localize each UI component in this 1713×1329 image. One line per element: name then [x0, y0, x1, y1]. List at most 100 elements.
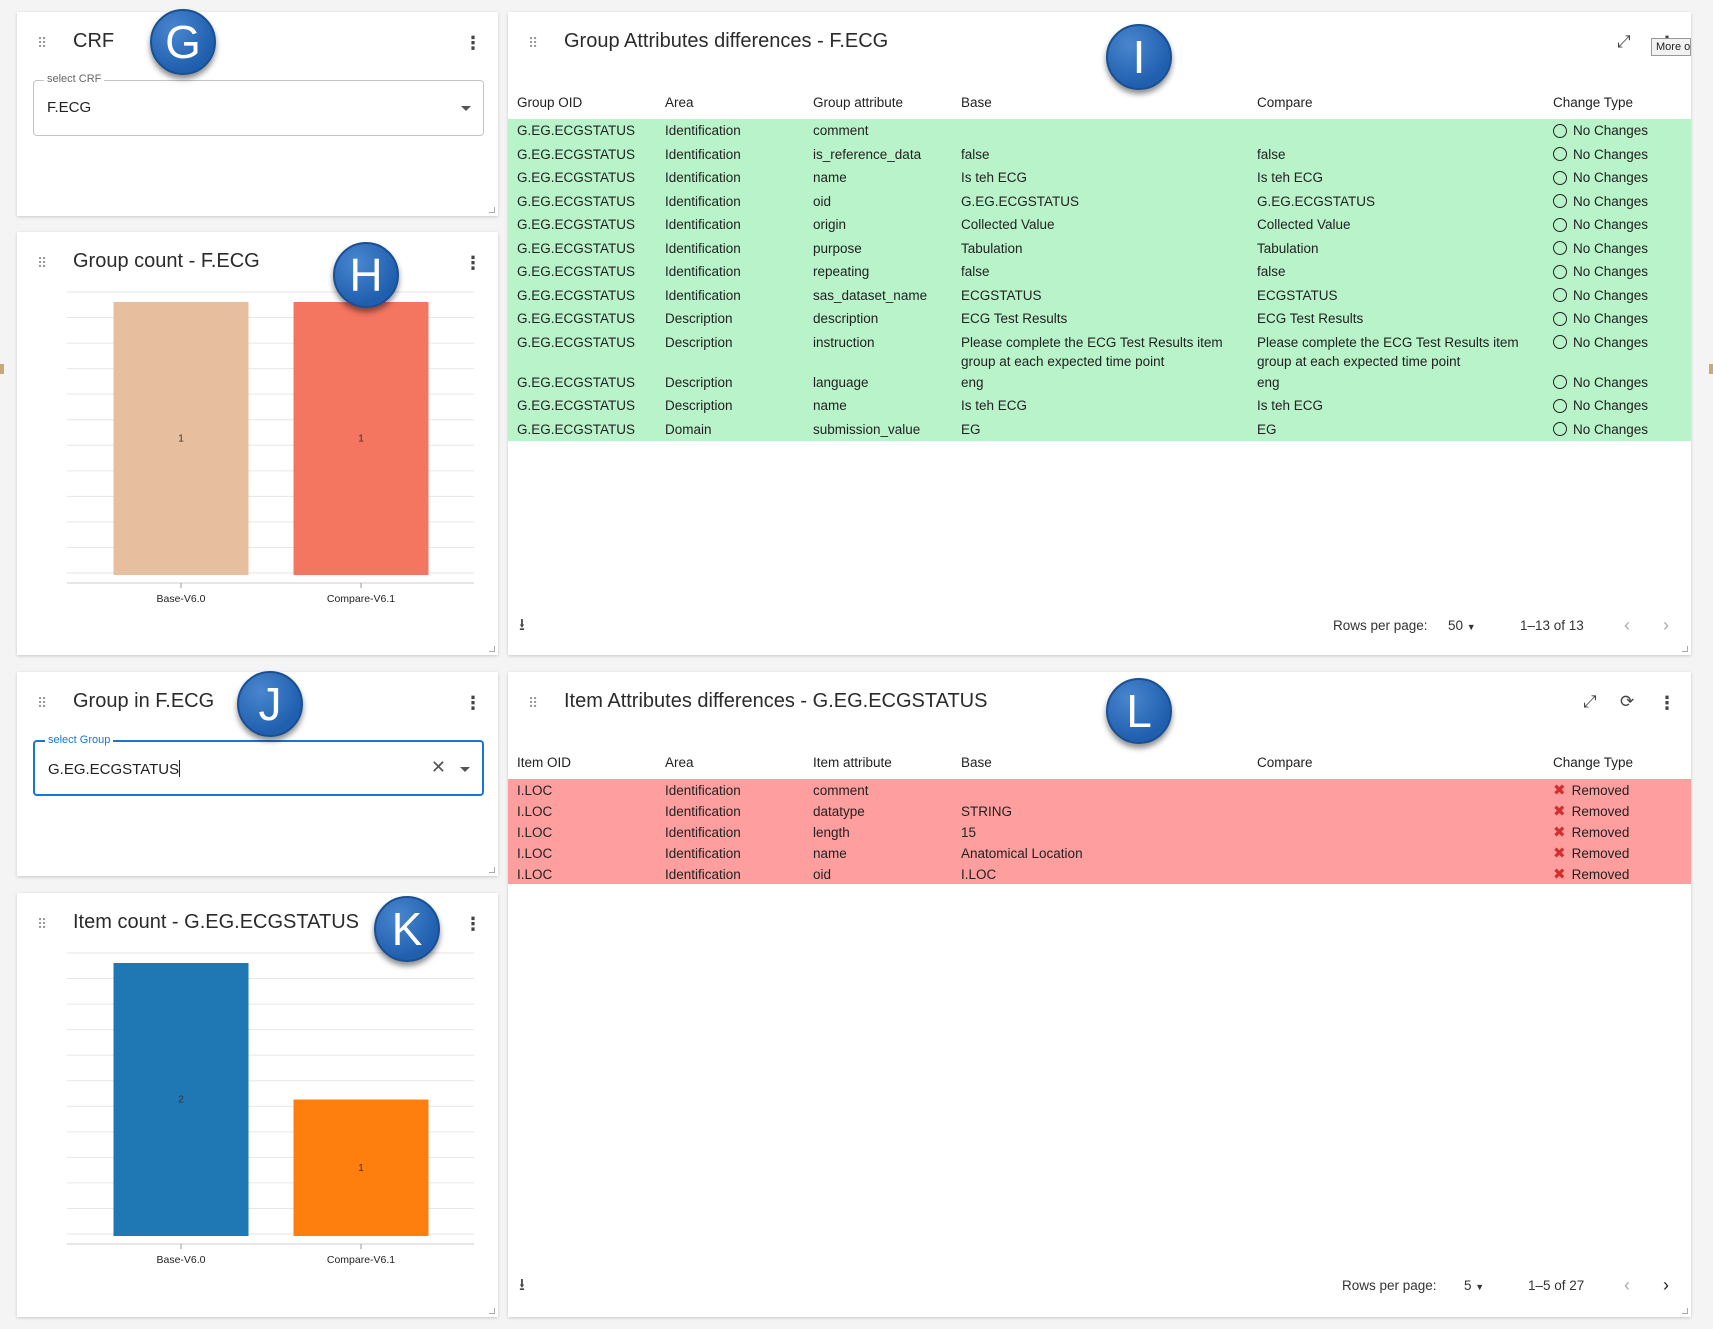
next-page-icon[interactable]: ›	[1663, 615, 1669, 635]
bar[interactable]	[293, 302, 429, 575]
table-cell: Collected Value	[952, 213, 1248, 237]
change-type: ✖ Removed	[1553, 781, 1629, 800]
rows-per-page-label: Rows per page:	[1342, 1278, 1437, 1293]
change-type-label: No Changes	[1573, 398, 1649, 413]
change-type-label: No Changes	[1573, 217, 1649, 232]
rows-per-page-select[interactable]: 50 ▼	[1448, 618, 1476, 633]
annotation-badge: L	[1106, 678, 1172, 744]
column-header[interactable]: Change Type	[1553, 754, 1634, 770]
change-type: No Changes	[1553, 215, 1648, 234]
table-cell: ✖ Removed	[1544, 821, 1691, 842]
rows-per-page-select[interactable]: 5 ▼	[1464, 1278, 1484, 1293]
change-type-label: No Changes	[1573, 193, 1649, 209]
clear-icon[interactable]: ✕	[430, 757, 446, 777]
drag-handle-icon[interactable]: ⠿	[528, 695, 538, 711]
table-cell: G.EG.ECGSTATUS	[508, 119, 656, 143]
cross-icon: ✖	[1553, 803, 1566, 820]
table-cell: Collected Value	[1248, 213, 1544, 237]
crf-select[interactable]: select CRF F.ECG	[33, 73, 484, 136]
previous-page-icon[interactable]: ‹	[1624, 1275, 1630, 1295]
resize-handle[interactable]	[489, 867, 495, 873]
resize-handle[interactable]	[489, 1308, 495, 1314]
table-row[interactable]: I.LOC Identification name Anatomical Locati…	[508, 842, 1691, 863]
table-row[interactable]: G.EG.ECGSTATUS Identification purpose Tabul…	[508, 236, 1691, 260]
edge-marker	[1709, 364, 1713, 374]
table-row[interactable]: G.EG.ECGSTATUS Identification repeating fal…	[508, 260, 1691, 284]
column-header[interactable]: Group OID	[517, 94, 583, 110]
refresh-icon[interactable]: ⟳	[1620, 692, 1635, 711]
chevron-down-icon[interactable]	[461, 106, 471, 111]
column-header[interactable]: Area	[665, 754, 694, 770]
bar[interactable]	[293, 1099, 429, 1237]
table-cell: Please complete the ECG Test Results ite…	[1248, 330, 1544, 371]
drag-handle-icon[interactable]: ⠿	[37, 916, 47, 932]
table-row[interactable]: G.EG.ECGSTATUS Description name Is teh ECG I…	[508, 394, 1691, 418]
table-row[interactable]: I.LOC Identification comment ✖ Removed	[508, 779, 1691, 800]
table-row[interactable]: G.EG.ECGSTATUS Identification origin Collec…	[508, 213, 1691, 237]
column-header[interactable]: Compare	[1257, 754, 1313, 770]
column-header[interactable]: Item OID	[517, 754, 572, 770]
table-row[interactable]: G.EG.ECGSTATUS Description instruction Plea…	[508, 330, 1691, 371]
table-cell: Identification	[656, 142, 804, 166]
bar[interactable]	[113, 963, 249, 1236]
column-header[interactable]: Area	[665, 94, 694, 110]
table-row[interactable]: G.EG.ECGSTATUS Domain submission_value EG EG…	[508, 417, 1691, 441]
expand-icon[interactable]: ⤢	[1617, 32, 1631, 51]
table-row[interactable]: I.LOC Identification datatype STRING ✖ Remove…	[508, 800, 1691, 821]
resize-handle[interactable]	[1682, 646, 1688, 652]
change-type: ✖ Removed	[1553, 802, 1629, 821]
table-cell: Identification	[656, 260, 804, 284]
drag-handle-icon[interactable]: ⠿	[37, 695, 47, 711]
table-cell: G.EG.ECGSTATUS	[508, 370, 656, 394]
change-type: No Changes	[1553, 309, 1648, 328]
more-options-icon[interactable]: ⋮	[464, 693, 482, 713]
resize-handle[interactable]	[489, 207, 495, 213]
table-cell: No Changes	[1544, 417, 1691, 441]
chevron-down-icon[interactable]	[460, 767, 470, 772]
table-cell	[1248, 800, 1544, 821]
table-row[interactable]: G.EG.ECGSTATUS Identification oid G.EG.ECGS…	[508, 189, 1691, 213]
download-icon[interactable]: ⭳	[519, 1275, 525, 1294]
column-header[interactable]: Group attribute	[813, 94, 904, 110]
table-cell: eng	[952, 370, 1248, 394]
bar[interactable]	[113, 302, 249, 575]
resize-handle[interactable]	[489, 646, 495, 652]
table-cell: purpose	[804, 236, 952, 260]
group-select[interactable]: select Group G.EG.ECGSTATUS ✕	[33, 734, 484, 796]
more-options-icon[interactable]: ⋮	[464, 33, 482, 53]
table-row[interactable]: G.EG.ECGSTATUS Identification name Is teh E…	[508, 166, 1691, 190]
column-header[interactable]: Compare	[1257, 94, 1313, 110]
drag-handle-icon[interactable]: ⠿	[37, 255, 47, 271]
table-row[interactable]: I.LOC Identification oid I.LOC ✖ Removed	[508, 863, 1691, 884]
more-options-icon[interactable]: ⋮	[464, 914, 482, 934]
column-header[interactable]: Change Type	[1553, 94, 1634, 110]
column-header[interactable]: Base	[961, 94, 992, 110]
table-row[interactable]: G.EG.ECGSTATUS Identification sas_dataset_…	[508, 283, 1691, 307]
expand-icon[interactable]: ⤢	[1583, 692, 1597, 711]
column-header[interactable]: Base	[961, 754, 992, 770]
table-row[interactable]: G.EG.ECGSTATUS Identification comment No Ch…	[508, 119, 1691, 143]
table-cell	[1248, 821, 1544, 842]
table-row[interactable]: G.EG.ECGSTATUS Identification is_reference…	[508, 142, 1691, 166]
change-type-label: No Changes	[1573, 146, 1649, 162]
resize-handle[interactable]	[1682, 1308, 1688, 1314]
table-row[interactable]: I.LOC Identification length 15 ✖ Removed	[508, 821, 1691, 842]
change-type: ✖ Removed	[1553, 823, 1629, 842]
column-header[interactable]: Item attribute	[813, 754, 892, 770]
next-page-icon[interactable]: ›	[1663, 1275, 1669, 1295]
table-row[interactable]: G.EG.ECGSTATUS Description description ECG …	[508, 307, 1691, 331]
table-cell	[952, 119, 1248, 143]
drag-handle-icon[interactable]: ⠿	[528, 35, 538, 51]
change-type: No Changes	[1553, 121, 1648, 140]
circle-icon	[1553, 335, 1567, 349]
change-type-label: Removed	[1571, 804, 1630, 819]
more-options-icon[interactable]: ⋮	[464, 253, 482, 273]
table-cell: ✖ Removed	[1544, 863, 1691, 884]
drag-handle-icon[interactable]: ⠿	[37, 35, 47, 51]
circle-icon	[1553, 123, 1567, 138]
table-row[interactable]: G.EG.ECGSTATUS Description language eng eng N…	[508, 370, 1691, 394]
previous-page-icon[interactable]: ‹	[1624, 615, 1630, 635]
download-icon[interactable]: ⭳	[519, 615, 525, 634]
select-value[interactable]: G.EG.ECGSTATUS	[48, 761, 180, 778]
more-options-icon[interactable]: ⋮	[1658, 693, 1676, 713]
